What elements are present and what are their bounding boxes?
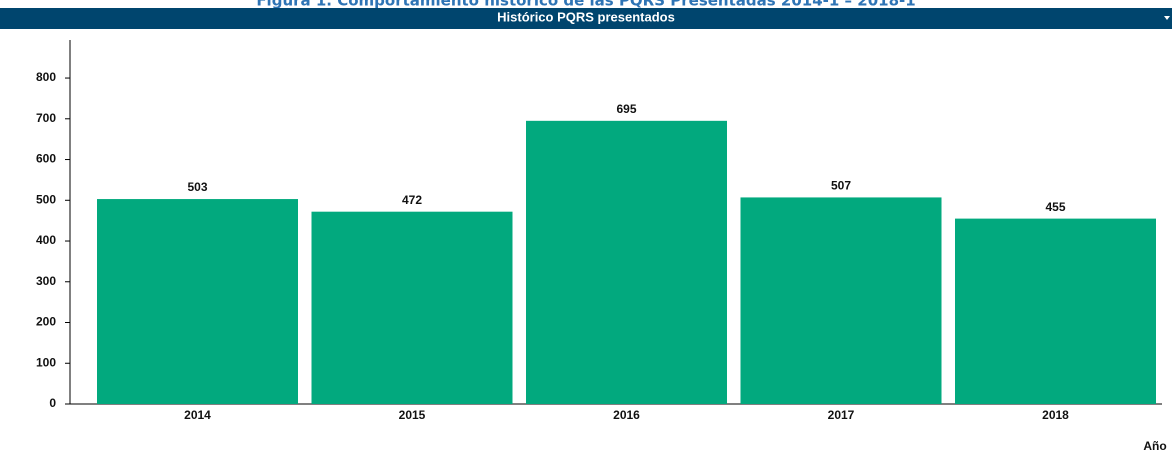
x-tick-label: 2017 [828, 408, 855, 422]
value-label: 472 [402, 193, 422, 207]
y-tick-label: 400 [36, 233, 56, 247]
y-tick-label: 800 [36, 70, 56, 84]
x-tick-label: 2018 [1042, 408, 1069, 422]
chart-title: Histórico PQRS presentados [497, 9, 675, 24]
y-tick-label: 200 [36, 315, 56, 329]
bar [740, 197, 942, 404]
bar [526, 120, 727, 404]
value-label: 455 [1045, 200, 1065, 214]
value-label: 503 [187, 180, 207, 194]
value-label: 695 [616, 102, 636, 116]
y-tick-label: 0 [49, 396, 56, 410]
x-tick-label: 2015 [399, 408, 426, 422]
x-tick-label: 2016 [613, 408, 640, 422]
y-tick-label: 700 [36, 111, 56, 125]
value-label: 507 [831, 179, 851, 193]
y-tick-label: 600 [36, 152, 56, 166]
x-axis-label: Año [1143, 439, 1166, 453]
bar [311, 211, 513, 404]
bar [955, 218, 1156, 404]
menu-arrow[interactable] [1164, 16, 1170, 20]
x-tick-label: 2014 [184, 408, 211, 422]
y-tick-label: 500 [36, 192, 56, 206]
y-tick-label: 100 [36, 355, 56, 369]
y-tick-label: 300 [36, 274, 56, 288]
figure-caption: Figura 1. Comportamiento histórico de la… [256, 0, 915, 10]
header-bar [0, 8, 1172, 29]
bar [97, 199, 298, 404]
